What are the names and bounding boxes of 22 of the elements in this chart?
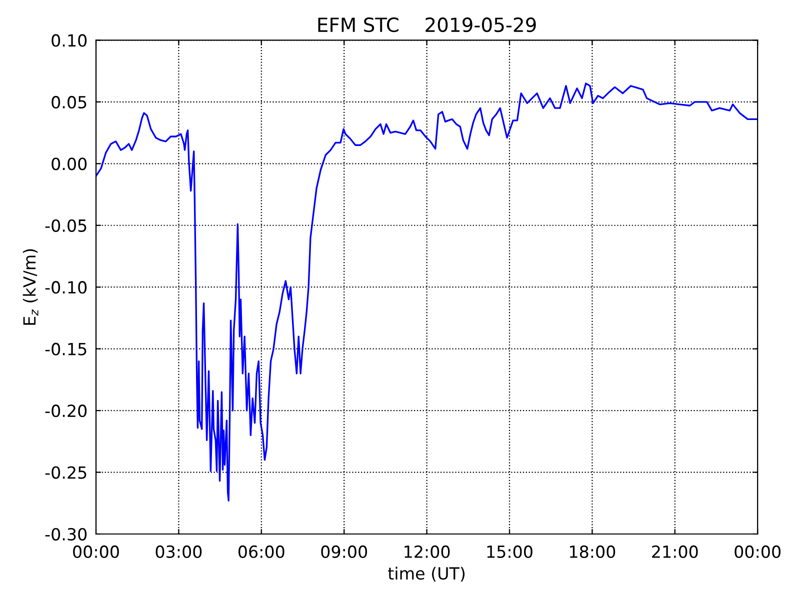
y-tick-label: 0.10 <box>52 34 87 47</box>
x-tick-label: 03:00 <box>156 545 202 558</box>
y-tick-label: -0.15 <box>45 342 86 356</box>
x-tick-label: 21:00 <box>652 545 698 558</box>
x-tick-label: 06:00 <box>238 545 284 558</box>
x-tick-label: 00:00 <box>73 545 119 558</box>
y-tick-label: -0.30 <box>45 528 87 541</box>
y-tick-label: -0.25 <box>45 466 86 479</box>
y-tick-label: -0.05 <box>45 219 86 232</box>
y-tick-label: 0.05 <box>52 96 86 108</box>
chart-title: EFM STC 2019-05-29 <box>318 17 536 32</box>
x-tick-label: 12:00 <box>404 545 450 558</box>
y-tick-label: -0.20 <box>45 404 87 418</box>
x-tick-label: 00:00 <box>734 545 781 558</box>
line-series <box>96 82 758 502</box>
y-tick-label: -0.10 <box>45 281 87 294</box>
y-tick-label: 0.00 <box>52 158 87 170</box>
y-axis-title: E$_{z}$ (kV/m) <box>22 249 38 325</box>
x-tick-label: 15:00 <box>487 545 532 558</box>
x-tick-label: 09:00 <box>321 545 368 558</box>
x-tick-label: 18:00 <box>570 545 616 558</box>
x-axis-title: time (UT) <box>388 566 465 582</box>
